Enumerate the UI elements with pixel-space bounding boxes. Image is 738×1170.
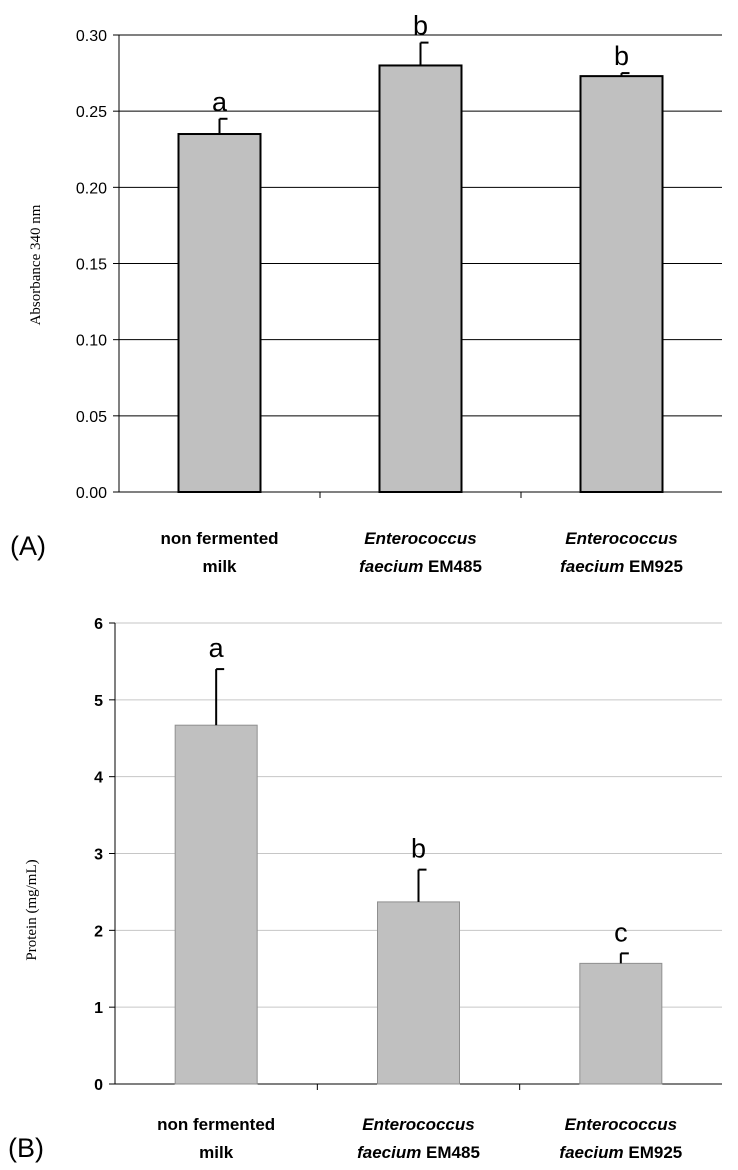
y-tick-label: 1 bbox=[94, 1000, 103, 1017]
chart-a-ylabel: Absorbance 340 nm bbox=[28, 204, 44, 325]
significance-letter: a bbox=[212, 87, 228, 117]
x-category-label: faecium EM485 bbox=[359, 557, 482, 576]
category-text: milk bbox=[202, 557, 237, 576]
bar bbox=[377, 901, 460, 1085]
x-category-label: Enterococcus bbox=[565, 529, 677, 548]
category-text: EM925 bbox=[624, 1143, 683, 1162]
significance-letter: b bbox=[614, 41, 629, 71]
category-species: faecium bbox=[359, 557, 423, 576]
y-tick-label: 0 bbox=[94, 1077, 103, 1094]
y-tick-label: 0.05 bbox=[76, 409, 107, 426]
bar bbox=[174, 724, 258, 1085]
chart-b-panel-label: (B) bbox=[8, 1133, 44, 1163]
y-tick-label: 0.10 bbox=[76, 333, 107, 350]
y-tick-label: 3 bbox=[94, 847, 103, 864]
chart-a-category-labels: non fermented milk Enterococcus faecium EM4… bbox=[160, 529, 682, 576]
category-text: EM485 bbox=[421, 1143, 480, 1162]
chart-a-panel-label: (A) bbox=[10, 531, 46, 561]
category-text: non fermented bbox=[157, 1115, 275, 1134]
y-tick-label: 0.30 bbox=[76, 28, 107, 45]
y-tick-label: 0.25 bbox=[76, 104, 107, 121]
chart-b-category-labels: non fermented milk Enterococcus faecium EM4… bbox=[157, 1115, 682, 1162]
x-category-label: milk bbox=[199, 1143, 234, 1162]
x-category-label: faecium EM485 bbox=[357, 1143, 480, 1162]
significance-letter: c bbox=[614, 917, 628, 947]
y-tick-label: 6 bbox=[94, 616, 103, 633]
bar bbox=[579, 75, 664, 493]
x-category-label: Enterococcus bbox=[362, 1115, 474, 1134]
y-tick-label: 0.00 bbox=[76, 485, 107, 502]
x-category-label: milk bbox=[202, 557, 237, 576]
bar bbox=[579, 962, 663, 1085]
x-category-label: non fermented bbox=[157, 1115, 275, 1134]
y-tick-label: 4 bbox=[94, 770, 103, 787]
x-category-label: faecium EM925 bbox=[560, 557, 683, 576]
chart-a-bars: a b b bbox=[177, 11, 664, 493]
x-category-label: Enterococcus bbox=[364, 529, 476, 548]
category-genus: Enterococcus bbox=[362, 1115, 474, 1134]
significance-letter: b bbox=[411, 834, 426, 864]
chart-b-tick-labels: 0 1 2 3 4 5 6 bbox=[94, 616, 103, 1094]
category-species: faecium bbox=[559, 1143, 623, 1162]
bar bbox=[378, 64, 463, 493]
y-tick-label: 5 bbox=[94, 693, 103, 710]
chart-b-bars: a b c bbox=[174, 633, 663, 1085]
bar bbox=[177, 133, 262, 493]
category-genus: Enterococcus bbox=[364, 529, 476, 548]
category-genus: Enterococcus bbox=[565, 529, 677, 548]
y-tick-label: 0.20 bbox=[76, 180, 107, 197]
significance-letter: a bbox=[209, 633, 225, 663]
category-text: milk bbox=[199, 1143, 234, 1162]
x-category-label: non fermented bbox=[160, 529, 278, 548]
category-text: non fermented bbox=[160, 529, 278, 548]
category-text: EM485 bbox=[423, 557, 482, 576]
category-text: EM925 bbox=[624, 557, 683, 576]
y-tick-label: 2 bbox=[94, 923, 103, 940]
chart-a: a b b 0.00 0.05 0.10 0.15 0.20 0.25 0.30 non fer… bbox=[10, 11, 722, 576]
chart-b-ylabel: Protein (mg/mL) bbox=[24, 859, 40, 960]
y-tick-label: 0.15 bbox=[76, 257, 107, 274]
significance-letter: b bbox=[413, 11, 428, 41]
x-category-label: faecium EM925 bbox=[559, 1143, 682, 1162]
category-species: faecium bbox=[357, 1143, 421, 1162]
category-genus: Enterococcus bbox=[565, 1115, 677, 1134]
chart-a-tick-labels: 0.00 0.05 0.10 0.15 0.20 0.25 0.30 bbox=[76, 28, 107, 502]
chart-b: a b c 0 1 2 3 4 5 6 non fermented milk Enterococcu… bbox=[8, 616, 722, 1163]
category-species: faecium bbox=[560, 557, 624, 576]
x-category-label: Enterococcus bbox=[565, 1115, 677, 1134]
